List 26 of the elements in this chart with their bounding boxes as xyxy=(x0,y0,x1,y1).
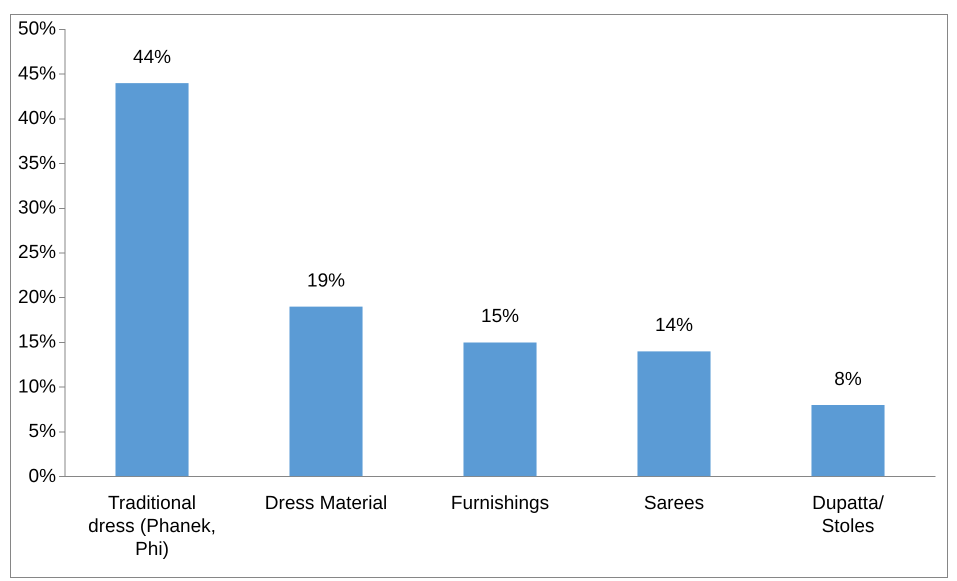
y-tick-label: 10% xyxy=(18,376,56,398)
x-tick-label: Dupatta/ Stoles xyxy=(812,493,885,538)
y-tick-label: 15% xyxy=(18,332,56,353)
data-label: 19% xyxy=(307,270,346,292)
x-tick-label: Dress Material xyxy=(264,493,388,514)
y-tick-label: 30% xyxy=(18,198,56,219)
y-tick-label: 45% xyxy=(18,63,56,84)
data-label: 44% xyxy=(133,46,172,68)
x-tick-label: Traditional dress (Phanek, Phi) xyxy=(88,493,216,560)
bar xyxy=(811,405,885,476)
y-tick-label: 25% xyxy=(18,242,56,264)
bar xyxy=(289,306,363,476)
y-tick-label: 5% xyxy=(28,421,56,442)
y-tick-label: 50% xyxy=(18,18,56,40)
x-tick-label: Sarees xyxy=(644,493,704,514)
bar xyxy=(115,83,189,476)
y-tick-label: 40% xyxy=(18,108,56,130)
bar xyxy=(637,351,711,476)
x-tick-label: Furnishings xyxy=(450,493,550,514)
bar xyxy=(463,342,537,476)
y-tick-label: 35% xyxy=(18,152,56,174)
y-tick-label: 20% xyxy=(18,286,56,308)
y-tick-label: 0% xyxy=(28,466,56,487)
data-label: 8% xyxy=(834,368,862,390)
data-label: 14% xyxy=(654,315,694,336)
data-label: 15% xyxy=(481,306,520,328)
